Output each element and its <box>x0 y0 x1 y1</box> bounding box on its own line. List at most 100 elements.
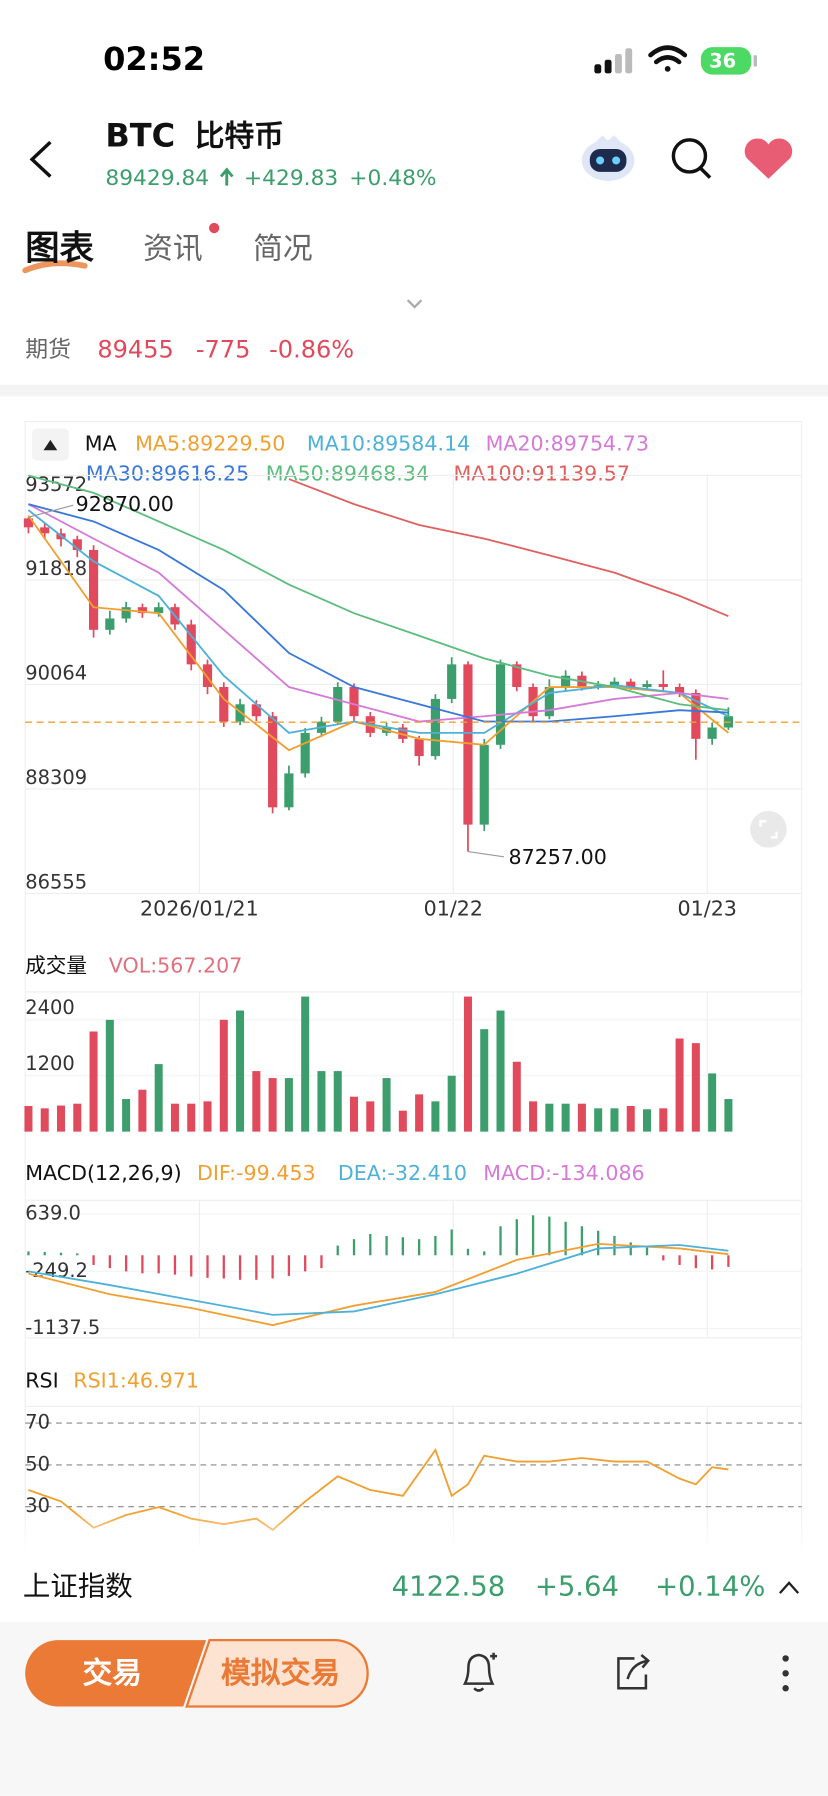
ma-legend: MA5:89229.50 MA10:89584.14 MA20:89754.73… <box>86 431 649 485</box>
candle-body <box>626 681 636 688</box>
candle-body <box>561 675 571 688</box>
tab[interactable]: 简况 <box>253 231 313 266</box>
volume-bar <box>659 1108 668 1132</box>
y-tick-label: -1137.5 <box>25 1316 100 1339</box>
candle-body <box>658 684 668 688</box>
ma-line <box>27 514 729 752</box>
macd-title: MACD(12,26,9) <box>25 1161 182 1185</box>
header-change-pct: +0.48% <box>349 166 436 191</box>
trade-button[interactable] <box>25 1640 207 1707</box>
candle-body <box>495 664 506 745</box>
macd-legend: MACD:-134.086 <box>483 1161 644 1185</box>
favorite-icon[interactable] <box>744 138 793 179</box>
volume-bar <box>691 1043 700 1132</box>
macd-bar <box>434 1235 437 1256</box>
y-tick-label: -249.2 <box>25 1259 88 1282</box>
macd-bar <box>238 1255 242 1280</box>
volume-bar <box>366 1101 375 1132</box>
header-change: +429.83 <box>244 166 338 191</box>
volume-bar <box>252 1071 261 1132</box>
ma-line <box>28 474 729 712</box>
ticker-bar[interactable] <box>0 1553 828 1622</box>
tab-active[interactable]: 图表 <box>25 228 94 268</box>
macd-bar <box>157 1255 160 1274</box>
macd-bar <box>320 1255 323 1269</box>
y-tick-label: 88309 <box>25 766 87 789</box>
candle-body <box>512 664 522 688</box>
candle-body <box>447 664 457 699</box>
fullscreen-icon <box>759 820 778 839</box>
candle-body <box>674 687 685 693</box>
x-tick-label: 01/22 <box>424 896 483 920</box>
more-icon[interactable] <box>782 1655 789 1692</box>
volume-legend: VOL:567.207 <box>109 954 243 978</box>
volume-bar <box>626 1106 635 1132</box>
battery-tip <box>753 55 757 67</box>
dea-line <box>28 1244 729 1316</box>
y-tick-label: 91818 <box>25 557 87 580</box>
legend-entry: MA20:89754.73 <box>486 431 649 455</box>
up-arrow <box>219 167 234 186</box>
futures-price: 89455 <box>97 336 173 364</box>
macd-bar <box>173 1255 177 1275</box>
high-label: 92870.00 <box>76 492 174 516</box>
candle-body <box>593 685 603 688</box>
volume-bar <box>40 1108 49 1132</box>
candle-body <box>137 607 147 614</box>
x-tick-label: 2026/01/21 <box>140 896 259 920</box>
volume-bar <box>594 1108 603 1132</box>
macd-bar <box>499 1226 502 1256</box>
alert-icon[interactable] <box>462 1652 498 1692</box>
volume-bar <box>170 1103 179 1132</box>
volume-bar <box>480 1029 489 1132</box>
candle-body <box>463 664 473 825</box>
assistant-icon[interactable] <box>581 135 635 182</box>
y-tick-label: 2400 <box>25 996 75 1019</box>
candle-body <box>219 687 229 722</box>
high-pointer <box>28 504 74 518</box>
tab[interactable]: 资讯 <box>143 231 203 266</box>
low-label: 87257.00 <box>508 845 606 869</box>
volume-bar <box>496 1010 505 1132</box>
macd-bar <box>710 1255 714 1270</box>
volume-bar <box>545 1103 554 1132</box>
toggle-arrow <box>43 439 58 451</box>
symbol-name: 比特币 <box>195 119 284 154</box>
expand-icon[interactable] <box>406 299 423 309</box>
volume-bar <box>24 1106 33 1132</box>
volume-bar <box>187 1103 196 1132</box>
candle-body <box>105 618 115 630</box>
macd-bar <box>629 1242 632 1256</box>
notify-dot <box>209 222 220 234</box>
macd-bar <box>548 1216 551 1256</box>
macd-bar <box>141 1255 144 1274</box>
search-icon[interactable] <box>671 138 712 179</box>
candle-body <box>479 744 489 825</box>
volume-bar <box>561 1103 570 1132</box>
ma-line <box>27 503 729 723</box>
volume-bar <box>268 1078 277 1132</box>
ma-line <box>28 503 729 723</box>
candle-body <box>414 738 424 757</box>
macd-bar <box>727 1255 730 1267</box>
volume-bar <box>431 1101 440 1132</box>
y-tick-label: 639.0 <box>25 1202 81 1225</box>
back-button[interactable] <box>29 140 52 178</box>
volume-bar <box>463 996 472 1132</box>
macd-bar <box>206 1255 209 1278</box>
plots: 2026/01/21 01/22 01/2393572918189006488309… <box>23 473 802 1547</box>
collapse-icon[interactable] <box>779 1581 800 1594</box>
fullscreen-button[interactable] <box>750 810 787 848</box>
candle-body <box>186 624 196 665</box>
candle-body <box>544 687 554 717</box>
sim-trade-button[interactable] <box>185 1638 369 1708</box>
candle-body <box>88 549 99 630</box>
share-icon[interactable] <box>617 1654 650 1690</box>
ticker-price: 4122.58 <box>392 1570 506 1602</box>
volume-bar <box>708 1073 717 1132</box>
candle-body <box>251 704 261 717</box>
candle-body <box>642 684 652 688</box>
macd-bar <box>43 1252 46 1256</box>
tab-underline <box>22 260 88 274</box>
